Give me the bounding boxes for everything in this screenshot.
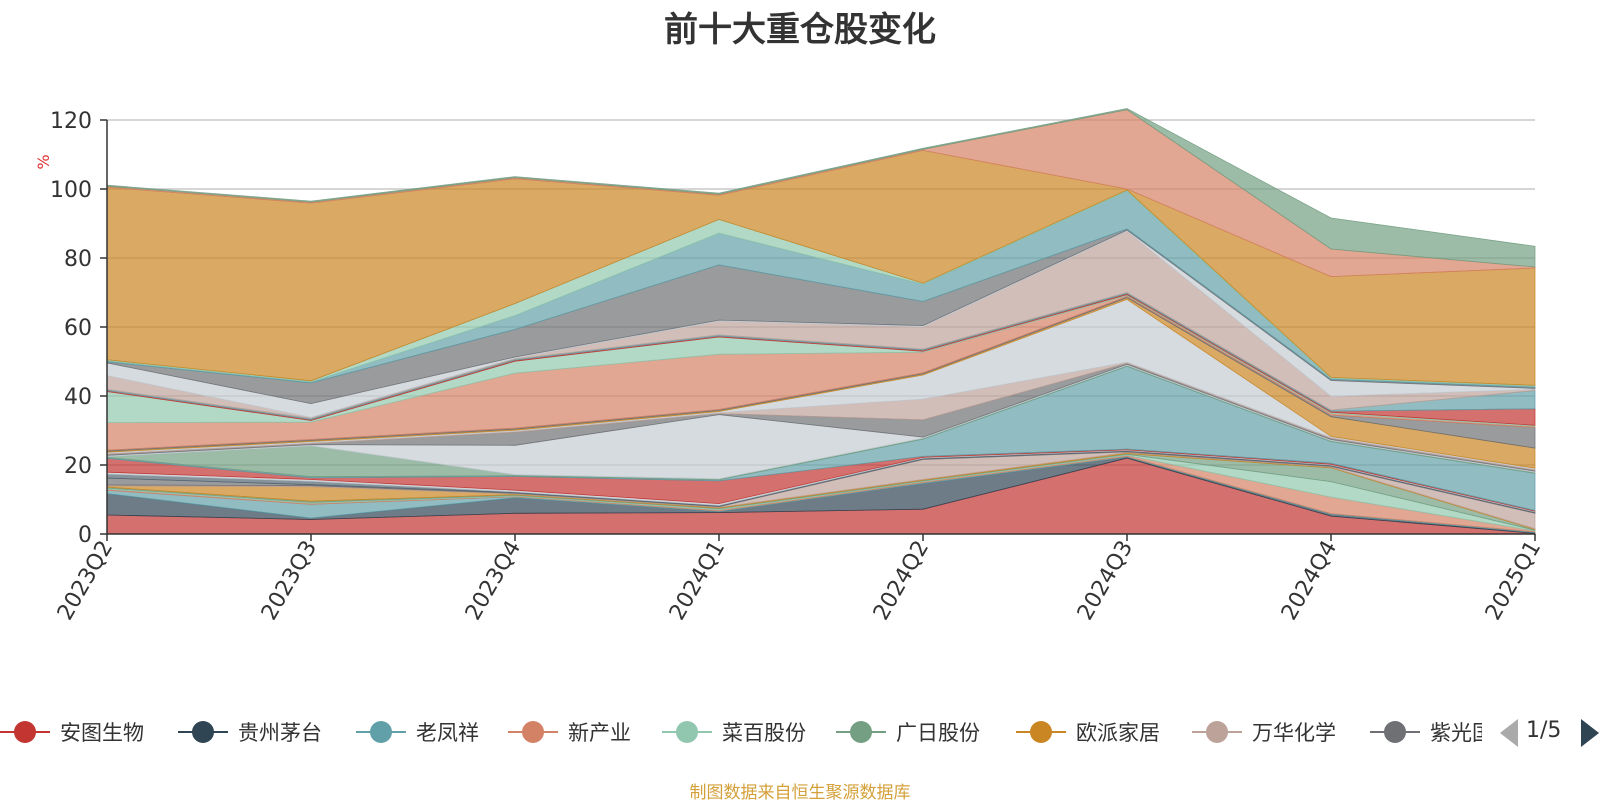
legend-clip: 紫光国微 xyxy=(1370,712,1482,752)
legend-marker-icon xyxy=(508,721,558,743)
x-tick-label: 2024Q2 xyxy=(869,537,934,625)
legend-item-贵州茅台[interactable]: 贵州茅台 xyxy=(178,712,322,752)
legend-item-欧派家居[interactable]: 欧派家居 xyxy=(1016,712,1160,752)
legend-page-indicator: 1/5 xyxy=(1526,718,1562,743)
legend: 安图生物 贵州茅台 老凤祥 新产业 菜百股份 广日股份 欧派家居 万华化学 xyxy=(0,712,1600,752)
x-tick-label: 2023Q2 xyxy=(53,537,118,625)
source-note: 制图数据来自恒生聚源数据库 xyxy=(689,783,911,803)
legend-item-老凤祥[interactable]: 老凤祥 xyxy=(356,712,479,752)
legend-marker-icon xyxy=(1370,721,1420,743)
legend-item-菜百股份[interactable]: 菜百股份 xyxy=(662,712,806,752)
legend-marker-icon xyxy=(178,721,228,743)
legend-item-广日股份[interactable]: 广日股份 xyxy=(836,712,980,752)
area-series xyxy=(106,108,1536,535)
area-系列32 xyxy=(106,108,1536,268)
x-tick-label: 2024Q3 xyxy=(1073,537,1138,625)
x-tick-label: 2023Q3 xyxy=(257,537,322,625)
y-axis-unit: % xyxy=(34,154,53,169)
y-tick-label: 120 xyxy=(50,109,92,134)
legend-label: 老凤祥 xyxy=(416,721,479,745)
legend-item-紫光国微[interactable]: 紫光国微 xyxy=(1370,712,1482,752)
legend-label: 万华化学 xyxy=(1252,721,1336,745)
legend-marker-icon xyxy=(356,721,406,743)
y-tick-label: 100 xyxy=(50,178,92,203)
legend-label: 新产业 xyxy=(568,721,631,745)
legend-marker-icon xyxy=(0,721,50,743)
legend-item-安图生物[interactable]: 安图生物 xyxy=(0,712,144,752)
y-tick-label: 20 xyxy=(64,454,92,479)
y-tick-label: 80 xyxy=(64,247,92,272)
legend-marker-icon xyxy=(662,721,712,743)
legend-marker-icon xyxy=(1016,721,1066,743)
y-tick-label: 60 xyxy=(64,316,92,341)
legend-marker-icon xyxy=(1192,721,1242,743)
x-tick-label: 2024Q4 xyxy=(1277,537,1342,625)
x-tick-label: 2025Q1 xyxy=(1481,537,1546,625)
chart-title: 前十大重仓股变化 xyxy=(664,10,936,50)
legend-label: 紫光国微 xyxy=(1430,721,1482,745)
legend-marker-icon xyxy=(836,721,886,743)
legend-label: 欧派家居 xyxy=(1076,721,1160,745)
legend-label: 菜百股份 xyxy=(722,721,806,745)
legend-label: 安图生物 xyxy=(60,721,144,745)
legend-next-arrow-icon[interactable] xyxy=(1581,719,1599,747)
legend-item-万华化学[interactable]: 万华化学 xyxy=(1192,712,1336,752)
legend-label: 贵州茅台 xyxy=(238,721,322,745)
legend-label: 广日股份 xyxy=(896,721,980,745)
y-tick-label: 40 xyxy=(64,385,92,410)
legend-item-新产业[interactable]: 新产业 xyxy=(508,712,631,752)
y-tick-label: 0 xyxy=(78,523,92,548)
legend-prev-arrow-icon[interactable] xyxy=(1500,719,1518,747)
x-tick-label: 2024Q1 xyxy=(665,537,730,625)
x-tick-label: 2023Q4 xyxy=(461,537,526,625)
